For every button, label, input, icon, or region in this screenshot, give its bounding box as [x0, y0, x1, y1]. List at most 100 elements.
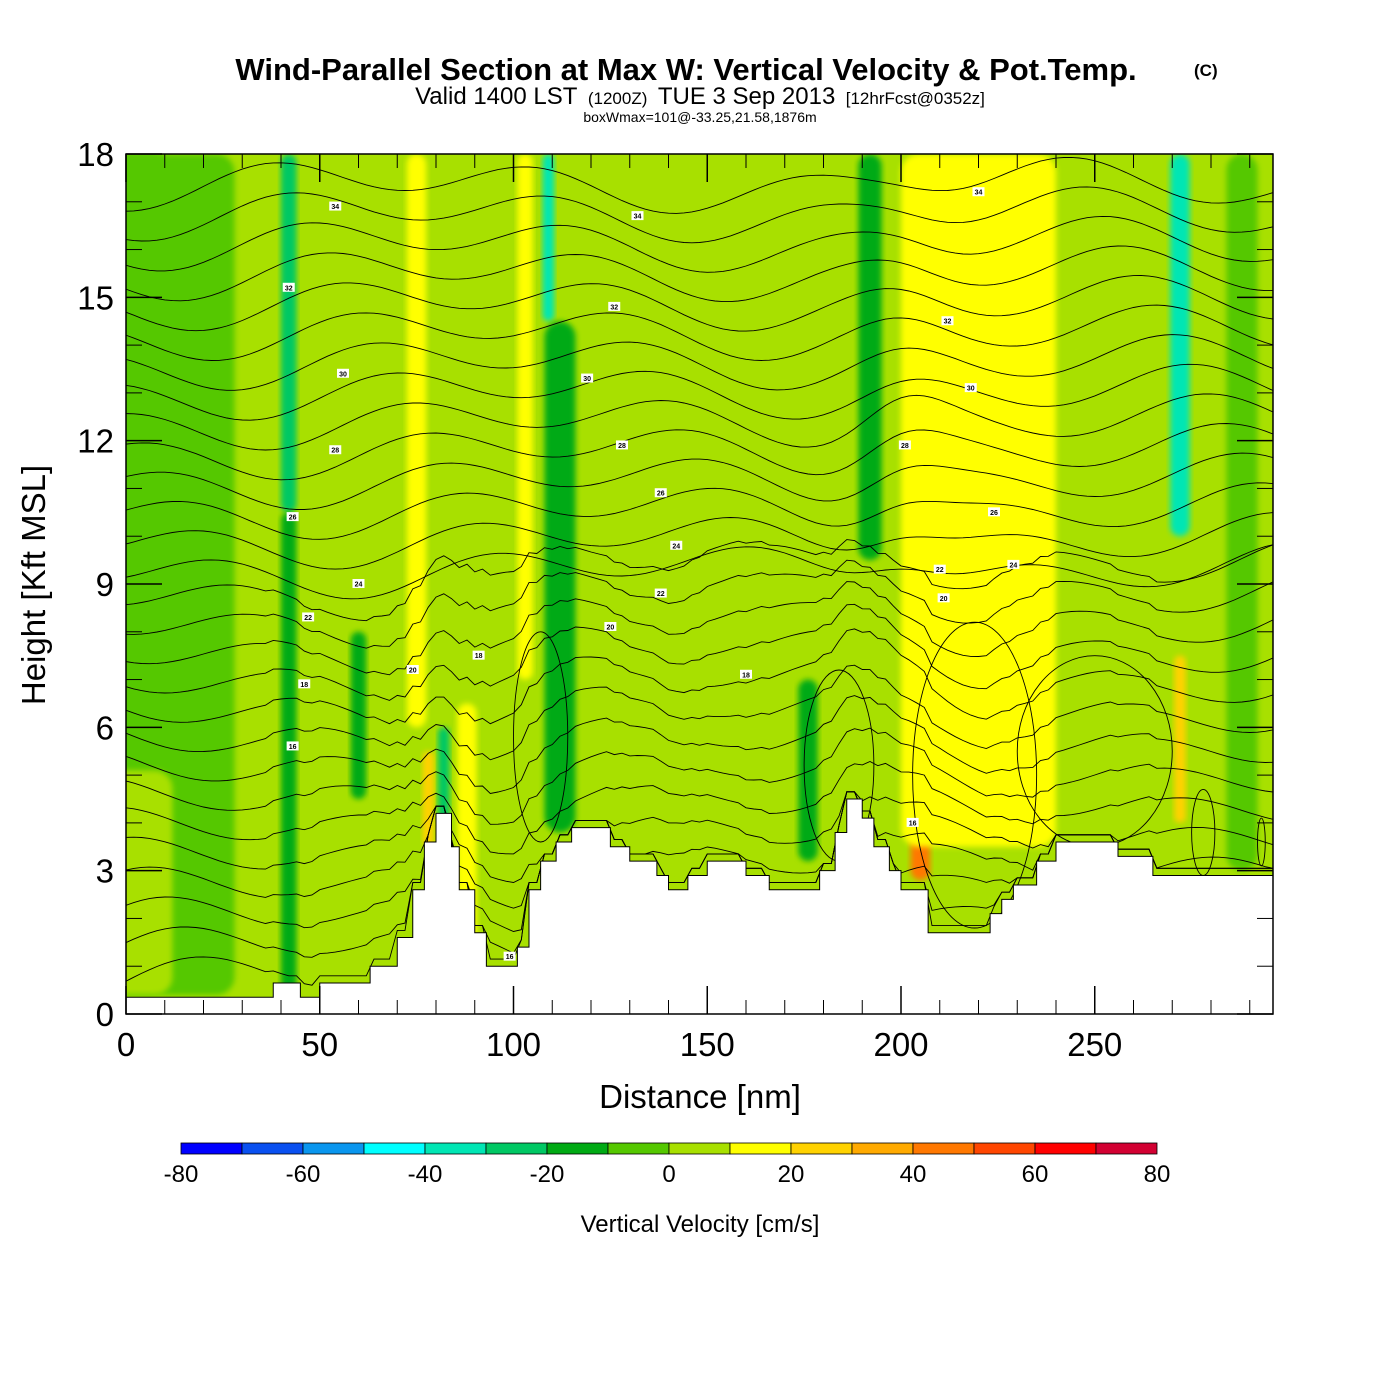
- contour-label-text-8: 30: [967, 386, 975, 393]
- contour-label-16: 24: [670, 540, 683, 550]
- theta-contour-16: [126, 482, 1273, 540]
- plot-area: 34 34 34 32 32 32 30 30 30 28 28 28 26 26 26 24 24 24 22 22…: [126, 154, 1273, 1014]
- contour-label-text-29: 16: [909, 820, 917, 827]
- contour-label-9: 28: [329, 445, 342, 455]
- x-tick-label-0: 0: [117, 1026, 135, 1063]
- chart-title: Wind-Parallel Section at Max W: Vertical…: [235, 52, 1136, 87]
- contour-label-29: 16: [906, 817, 919, 827]
- theta-contour-19: [126, 393, 1273, 451]
- contour-label-15: 24: [352, 579, 365, 589]
- theta-contour-7: [126, 695, 1273, 794]
- contour-label-bg-2: [972, 187, 985, 197]
- colorbar-swatch-12: [912, 1142, 975, 1155]
- contour-label-text-13: 26: [657, 491, 665, 498]
- contour-label-text-7: 30: [583, 376, 591, 383]
- contour-label-bg-9: [329, 445, 342, 455]
- contour-label-text-4: 32: [610, 304, 618, 311]
- theta-loop-2: [912, 621, 1038, 929]
- terrain-surface: [126, 798, 1273, 1014]
- y-axis-ticks: 0 3 6 9 12 15 18: [77, 136, 1273, 1033]
- contour-label-28: 16: [503, 951, 516, 961]
- colorbar-tick-label-1: -60: [286, 1161, 321, 1188]
- contour-label-bg-29: [906, 817, 919, 827]
- contour-label-layer: 34 34 34 32 32 32 30 30 30 28 28 28 26 26 26 24 24 24 22 22…: [282, 187, 1020, 961]
- contour-label-text-23: 20: [940, 596, 948, 603]
- contour-label-text-12: 26: [289, 515, 297, 522]
- velocity-cell-10: [517, 154, 533, 680]
- y-tick-label-2: 6: [96, 709, 114, 746]
- x-tick-label-1: 50: [301, 1026, 338, 1063]
- velocity-cell-20: [1174, 655, 1186, 823]
- contour-label-bg-0: [329, 201, 342, 211]
- contour-label-text-28: 16: [506, 954, 514, 961]
- contour-label-text-26: 18: [742, 672, 750, 679]
- velocity-cell-18: [901, 154, 1056, 847]
- theta-contour-15: [126, 512, 1273, 570]
- contour-label-bg-12: [286, 512, 299, 522]
- y-axis-label: Height [Kft MSL]: [15, 465, 52, 705]
- colorbar-swatch-14: [1034, 1142, 1097, 1155]
- colorbar-swatch-9: [729, 1142, 792, 1155]
- contour-label-bg-8: [964, 383, 977, 393]
- contour-label-bg-19: [654, 588, 667, 598]
- theta-contour-8: [126, 664, 1273, 761]
- theta-contour-14: [126, 544, 1273, 600]
- contour-label-text-22: 20: [606, 625, 614, 632]
- x-tick-label-4: 200: [873, 1026, 928, 1063]
- theta-contour-21: [126, 334, 1273, 391]
- contour-label-12: 26: [286, 512, 299, 522]
- contour-label-text-17: 24: [1009, 562, 1017, 569]
- contour-label-bg-3: [282, 282, 295, 292]
- velocity-cell-19: [1170, 154, 1190, 537]
- colorbar-swatch-7: [607, 1142, 670, 1155]
- colorbar-tick-label-3: -20: [530, 1161, 565, 1188]
- theta-contour-11: [126, 581, 1273, 676]
- x-tick-label-3: 150: [680, 1026, 735, 1063]
- contour-label-bg-13: [654, 488, 667, 498]
- contour-label-text-16: 24: [672, 543, 680, 550]
- colorbar-swatch-15: [1095, 1142, 1158, 1155]
- contour-label-text-10: 28: [618, 443, 626, 450]
- velocity-cell-15: [858, 154, 882, 561]
- contour-label-text-20: 22: [936, 567, 944, 574]
- x-axis-label: Distance [nm]: [599, 1078, 801, 1115]
- theta-contour-9: [126, 628, 1273, 725]
- contour-label-text-11: 28: [901, 443, 909, 450]
- theta-contour-5: [126, 760, 1273, 855]
- contour-label-0: 34: [329, 201, 342, 211]
- contour-label-7: 30: [581, 373, 594, 383]
- velocity-cell-3: [281, 154, 297, 513]
- chart-annotation: boxWmax=101@-33.25,21.58,1876m: [583, 109, 816, 125]
- contour-label-text-27: 16: [289, 744, 297, 751]
- contour-label-bg-17: [1007, 559, 1020, 569]
- contour-label-21: 20: [406, 665, 419, 675]
- colorbar-tick-label-4: 0: [662, 1161, 675, 1188]
- colorbar-swatch-5: [485, 1142, 548, 1155]
- contour-label-text-15: 24: [355, 582, 363, 589]
- contour-label-bg-18: [302, 612, 315, 622]
- theta-contour-26: [126, 186, 1273, 244]
- contour-label-bg-14: [988, 507, 1000, 517]
- contour-label-6: 30: [337, 368, 349, 378]
- velocity-cell-5: [350, 631, 367, 799]
- contour-label-23: 20: [937, 593, 950, 603]
- contour-label-bg-26: [740, 669, 752, 679]
- colorbar-swatch-0: [180, 1142, 243, 1155]
- colorbar: [180, 1142, 1158, 1155]
- colorbar-tick-label-7: 60: [1022, 1161, 1049, 1188]
- contour-label-bg-5: [941, 316, 954, 326]
- potential-temperature-contours: [126, 156, 1273, 986]
- x-tick-label-2: 100: [486, 1026, 541, 1063]
- contour-label-bg-20: [933, 564, 946, 574]
- colorbar-swatch-11: [851, 1142, 914, 1155]
- theta-contour-6: [126, 727, 1273, 825]
- contour-label-18: 22: [302, 612, 315, 622]
- colorbar-swatch-2: [302, 1142, 365, 1155]
- contour-label-bg-11: [898, 440, 911, 450]
- y-tick-label-3: 9: [96, 566, 114, 603]
- contour-label-bg-28: [503, 951, 516, 961]
- chart-subtitle: Valid 1400 LST (1200Z) TUE 3 Sep 2013 [1…: [415, 83, 985, 110]
- theta-contour-25: [126, 215, 1273, 273]
- colorbar-swatch-4: [424, 1142, 487, 1155]
- contour-label-text-21: 20: [409, 668, 417, 675]
